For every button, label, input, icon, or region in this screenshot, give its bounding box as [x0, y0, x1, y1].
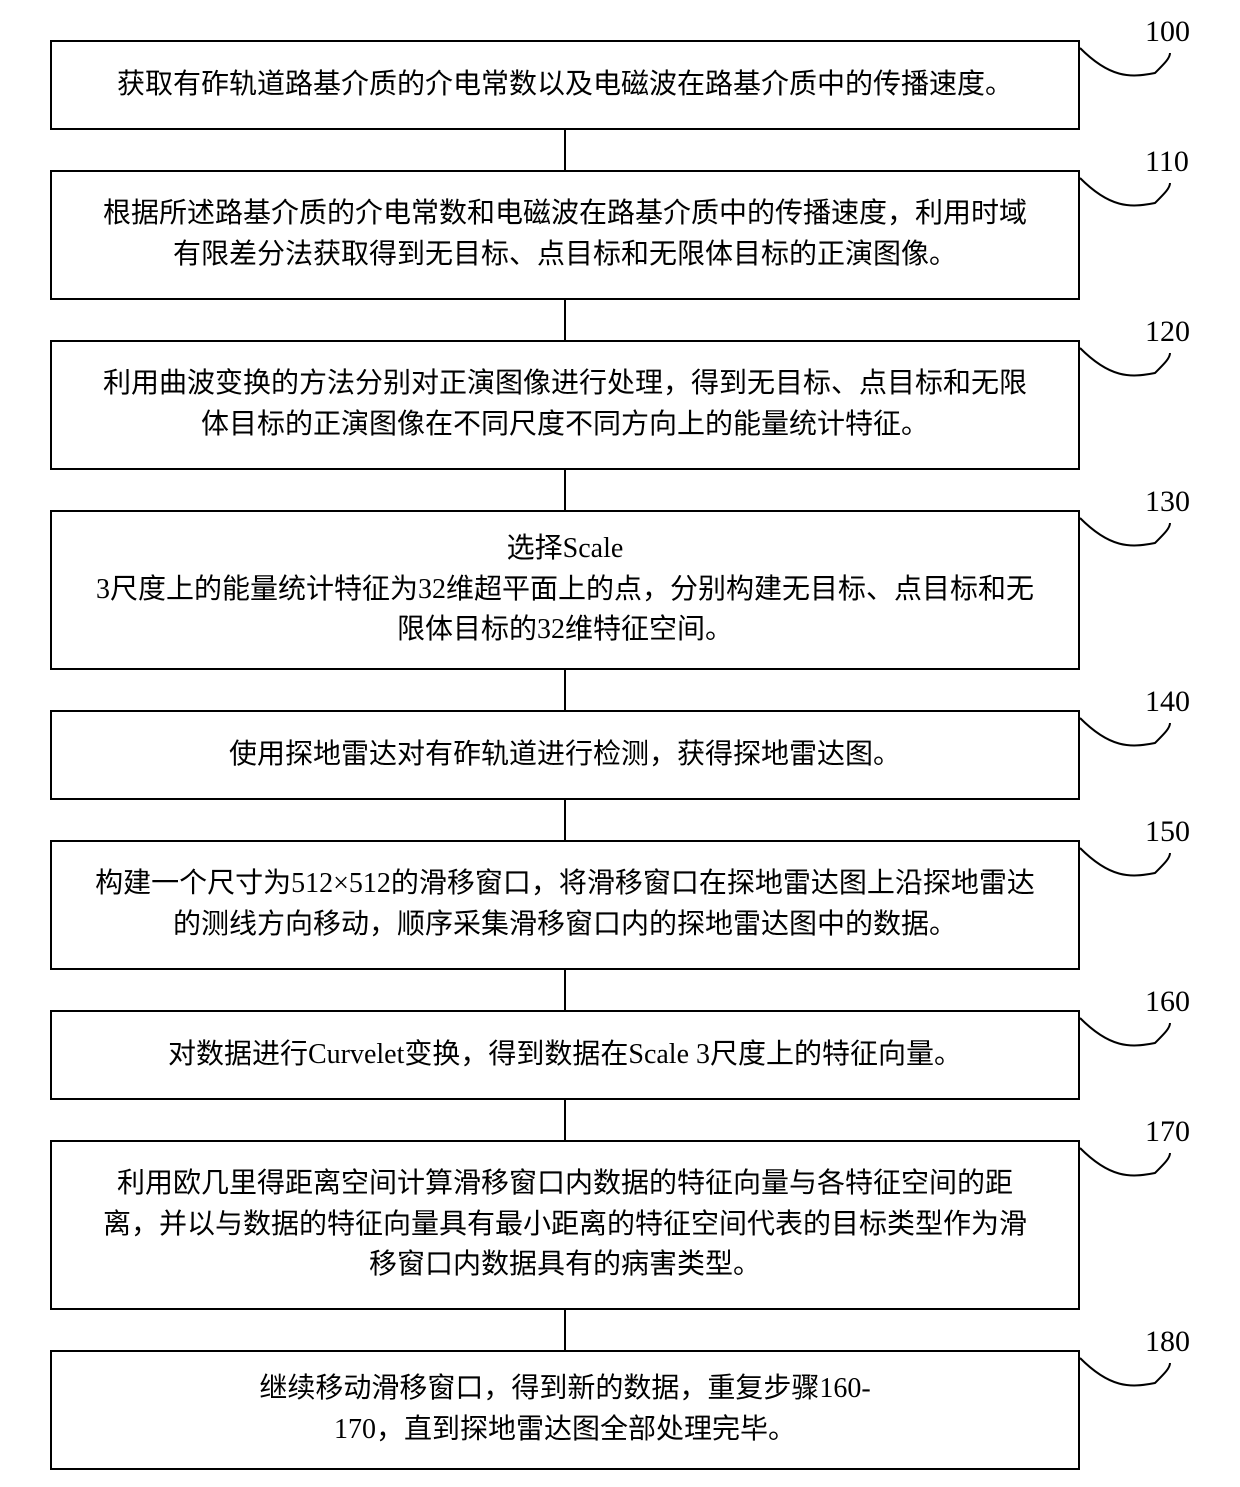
step-text: 选择Scale 3尺度上的能量统计特征为32维超平面上的点，分别构建无目标、点目…: [92, 529, 1038, 651]
connector-7: [564, 1310, 566, 1350]
callout-number-130: 130: [1145, 485, 1190, 519]
callout-number-100: 100: [1145, 15, 1190, 49]
flowchart-step-100: 获取有砟轨道路基介质的介电常数以及电磁波在路基介质中的传播速度。: [50, 40, 1080, 130]
connector-3: [564, 670, 566, 710]
flowchart-step-180: 继续移动滑移窗口，得到新的数据，重复步骤160- 170，直到探地雷达图全部处理…: [50, 1350, 1080, 1470]
step-text: 对数据进行Curvelet变换，得到数据在Scale 3尺度上的特征向量。: [168, 1035, 962, 1076]
step-text: 根据所述路基介质的介电常数和电磁波在路基介质中的传播速度，利用时域有限差分法获取…: [92, 194, 1038, 275]
callout-number-160: 160: [1145, 985, 1190, 1019]
callout-number-110: 110: [1145, 145, 1189, 179]
connector-6: [564, 1100, 566, 1140]
step-text: 使用探地雷达对有砟轨道进行检测，获得探地雷达图。: [229, 735, 901, 776]
callout-number-170: 170: [1145, 1115, 1190, 1149]
flowchart-step-170: 利用欧几里得距离空间计算滑移窗口内数据的特征向量与各特征空间的距离，并以与数据的…: [50, 1140, 1080, 1310]
flowchart-step-110: 根据所述路基介质的介电常数和电磁波在路基介质中的传播速度，利用时域有限差分法获取…: [50, 170, 1080, 300]
connector-4: [564, 800, 566, 840]
step-text: 利用曲波变换的方法分别对正演图像进行处理，得到无目标、点目标和无限体目标的正演图…: [92, 364, 1038, 445]
callout-number-180: 180: [1145, 1325, 1190, 1359]
step-text: 继续移动滑移窗口，得到新的数据，重复步骤160- 170，直到探地雷达图全部处理…: [259, 1369, 870, 1450]
step-text: 构建一个尺寸为512×512的滑移窗口，将滑移窗口在探地雷达图上沿探地雷达的测线…: [92, 864, 1038, 945]
flowchart-step-130: 选择Scale 3尺度上的能量统计特征为32维超平面上的点，分别构建无目标、点目…: [50, 510, 1080, 670]
flowchart-step-120: 利用曲波变换的方法分别对正演图像进行处理，得到无目标、点目标和无限体目标的正演图…: [50, 340, 1080, 470]
connector-0: [564, 130, 566, 170]
flowchart-step-140: 使用探地雷达对有砟轨道进行检测，获得探地雷达图。: [50, 710, 1080, 800]
callout-number-150: 150: [1145, 815, 1190, 849]
flowchart-step-160: 对数据进行Curvelet变换，得到数据在Scale 3尺度上的特征向量。: [50, 1010, 1080, 1100]
connector-5: [564, 970, 566, 1010]
callout-number-140: 140: [1145, 685, 1190, 719]
callout-number-120: 120: [1145, 315, 1190, 349]
flowchart-step-150: 构建一个尺寸为512×512的滑移窗口，将滑移窗口在探地雷达图上沿探地雷达的测线…: [50, 840, 1080, 970]
step-text: 获取有砟轨道路基介质的介电常数以及电磁波在路基介质中的传播速度。: [117, 65, 1013, 106]
step-text: 利用欧几里得距离空间计算滑移窗口内数据的特征向量与各特征空间的距离，并以与数据的…: [92, 1164, 1038, 1286]
flowchart-container: 获取有砟轨道路基介质的介电常数以及电磁波在路基介质中的传播速度。 100 根据所述路…: [0, 0, 1240, 1487]
connector-1: [564, 300, 566, 340]
connector-2: [564, 470, 566, 510]
